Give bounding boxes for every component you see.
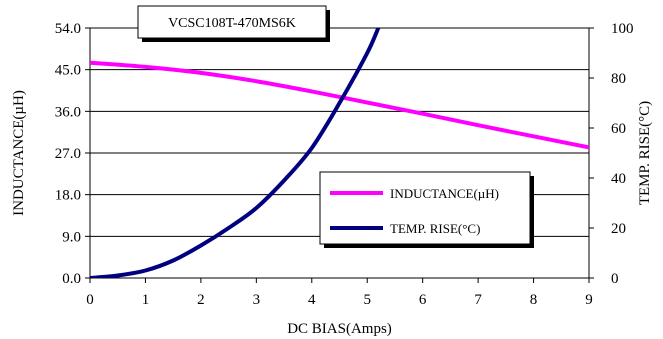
right-tick-label: 40 (611, 171, 626, 187)
x-axis-ticks: 0 1 2 3 4 5 6 7 8 9 (86, 278, 593, 308)
inductance-series-line (90, 60, 589, 150)
right-tick-label: 20 (611, 221, 626, 237)
y-axis-right-title: TEMP. RISE(°C) (637, 101, 653, 205)
right-tick-label: 0 (611, 271, 619, 287)
chart-title-box: VCSC108T-470MS6K (137, 5, 330, 42)
chart-title: VCSC108T-470MS6K (168, 16, 296, 31)
right-tick-label: 100 (611, 21, 634, 37)
x-tick-label: 7 (474, 292, 482, 308)
x-tick-label: 1 (142, 292, 150, 308)
left-tick-label: 45.0 (55, 63, 81, 79)
temp-rise-series-line (90, 28, 381, 278)
left-axis-ticks: 0.0 9.0 18.0 27.0 36.0 45.0 54.0 (55, 21, 90, 287)
x-tick-label: 8 (530, 292, 538, 308)
x-tick-label: 3 (253, 292, 261, 308)
x-axis-title: DC BIAS(Amps) (287, 321, 392, 337)
left-tick-label: 54.0 (55, 21, 81, 37)
x-tick-label: 9 (585, 292, 593, 308)
legend-label-temp-rise: TEMP. RISE(°C) (390, 221, 480, 236)
legend-label-inductance: INDUCTANCE(µH) (390, 186, 499, 201)
y-axis-left-title: INDUCTANCE(µH) (11, 90, 27, 216)
right-tick-label: 60 (611, 121, 626, 137)
x-tick-label: 4 (308, 292, 316, 308)
x-tick-label: 6 (419, 292, 427, 308)
right-axis-ticks: 0 20 40 60 80 100 (589, 21, 634, 287)
x-tick-label: 5 (363, 292, 371, 308)
series-lines (90, 28, 589, 278)
left-tick-label: 27.0 (55, 146, 81, 162)
left-tick-label: 9.0 (62, 229, 81, 245)
x-tick-label: 2 (197, 292, 205, 308)
right-tick-label: 80 (611, 71, 626, 87)
left-tick-label: 0.0 (62, 271, 81, 287)
left-tick-label: 36.0 (55, 104, 81, 120)
left-tick-label: 18.0 (55, 188, 81, 204)
x-tick-label: 0 (86, 292, 94, 308)
legend: INDUCTANCE(µH) TEMP. RISE(°C) (319, 171, 534, 248)
